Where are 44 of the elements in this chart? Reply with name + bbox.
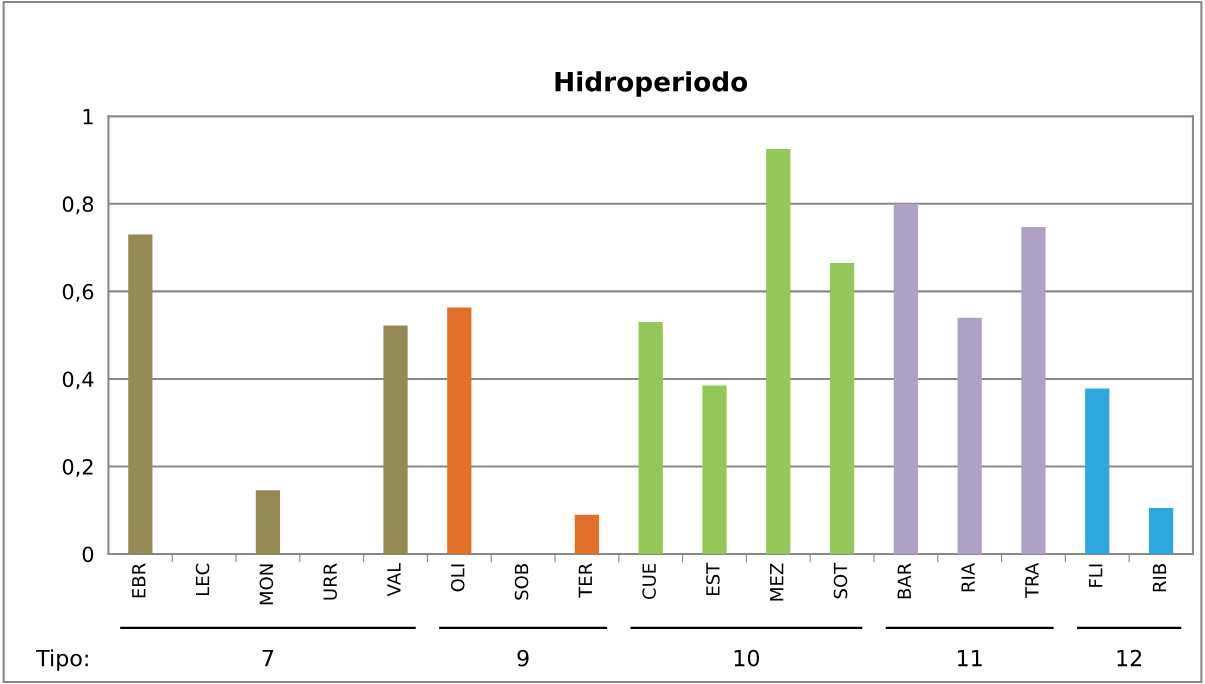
bar — [957, 317, 982, 555]
x-tick-label: BAR — [897, 563, 911, 599]
bar — [766, 149, 791, 555]
x-tick-label: SOT — [833, 562, 848, 599]
bar — [255, 490, 281, 555]
text: 7 — [262, 649, 274, 667]
chart-title: Hidroperiodo — [555, 71, 748, 97]
text: Tipo: — [36, 649, 88, 671]
bar — [829, 262, 855, 555]
x-tick-label: OLI — [450, 564, 465, 592]
x-tick-label: RIA — [961, 562, 975, 592]
bar — [447, 307, 472, 555]
bar — [128, 234, 153, 555]
bar — [383, 325, 408, 555]
y-tick-label: 0,8 — [62, 196, 94, 215]
x-tick-label: VAL — [387, 562, 401, 597]
x-tick-label: EBR — [132, 563, 146, 598]
text: 9 — [517, 649, 529, 667]
bar — [1021, 227, 1046, 555]
y-tick-label: 0,6 — [62, 283, 94, 302]
text: 10 — [734, 649, 760, 667]
x-tick-label: TER — [578, 563, 592, 598]
x-tick-label: LEC — [195, 563, 210, 596]
y-tick-label: 0,2 — [62, 458, 93, 477]
x-tick-label: MON — [259, 564, 274, 605]
x-tick-label: TRA — [1025, 562, 1039, 599]
x-tick-label: SOB — [514, 564, 529, 600]
bar — [1148, 508, 1174, 555]
bar — [893, 203, 918, 555]
y-tick-label: 1 — [83, 109, 93, 125]
y-tick-label: 0,4 — [62, 371, 94, 390]
x-tick-label: URR — [323, 563, 337, 600]
x-tick-label: RIB — [1152, 564, 1167, 592]
x-tick-label: CUE — [642, 563, 656, 600]
bar — [638, 322, 663, 555]
x-tick-label: EST — [706, 562, 720, 595]
bar — [702, 385, 727, 555]
bar — [1085, 388, 1110, 555]
y-tick-label: 0 — [82, 546, 94, 563]
text: 11 — [957, 649, 982, 667]
text: 12 — [1117, 649, 1142, 667]
x-tick-label: MEZ — [770, 563, 784, 601]
bar — [574, 514, 600, 555]
x-tick-label: FLI — [1089, 564, 1103, 587]
